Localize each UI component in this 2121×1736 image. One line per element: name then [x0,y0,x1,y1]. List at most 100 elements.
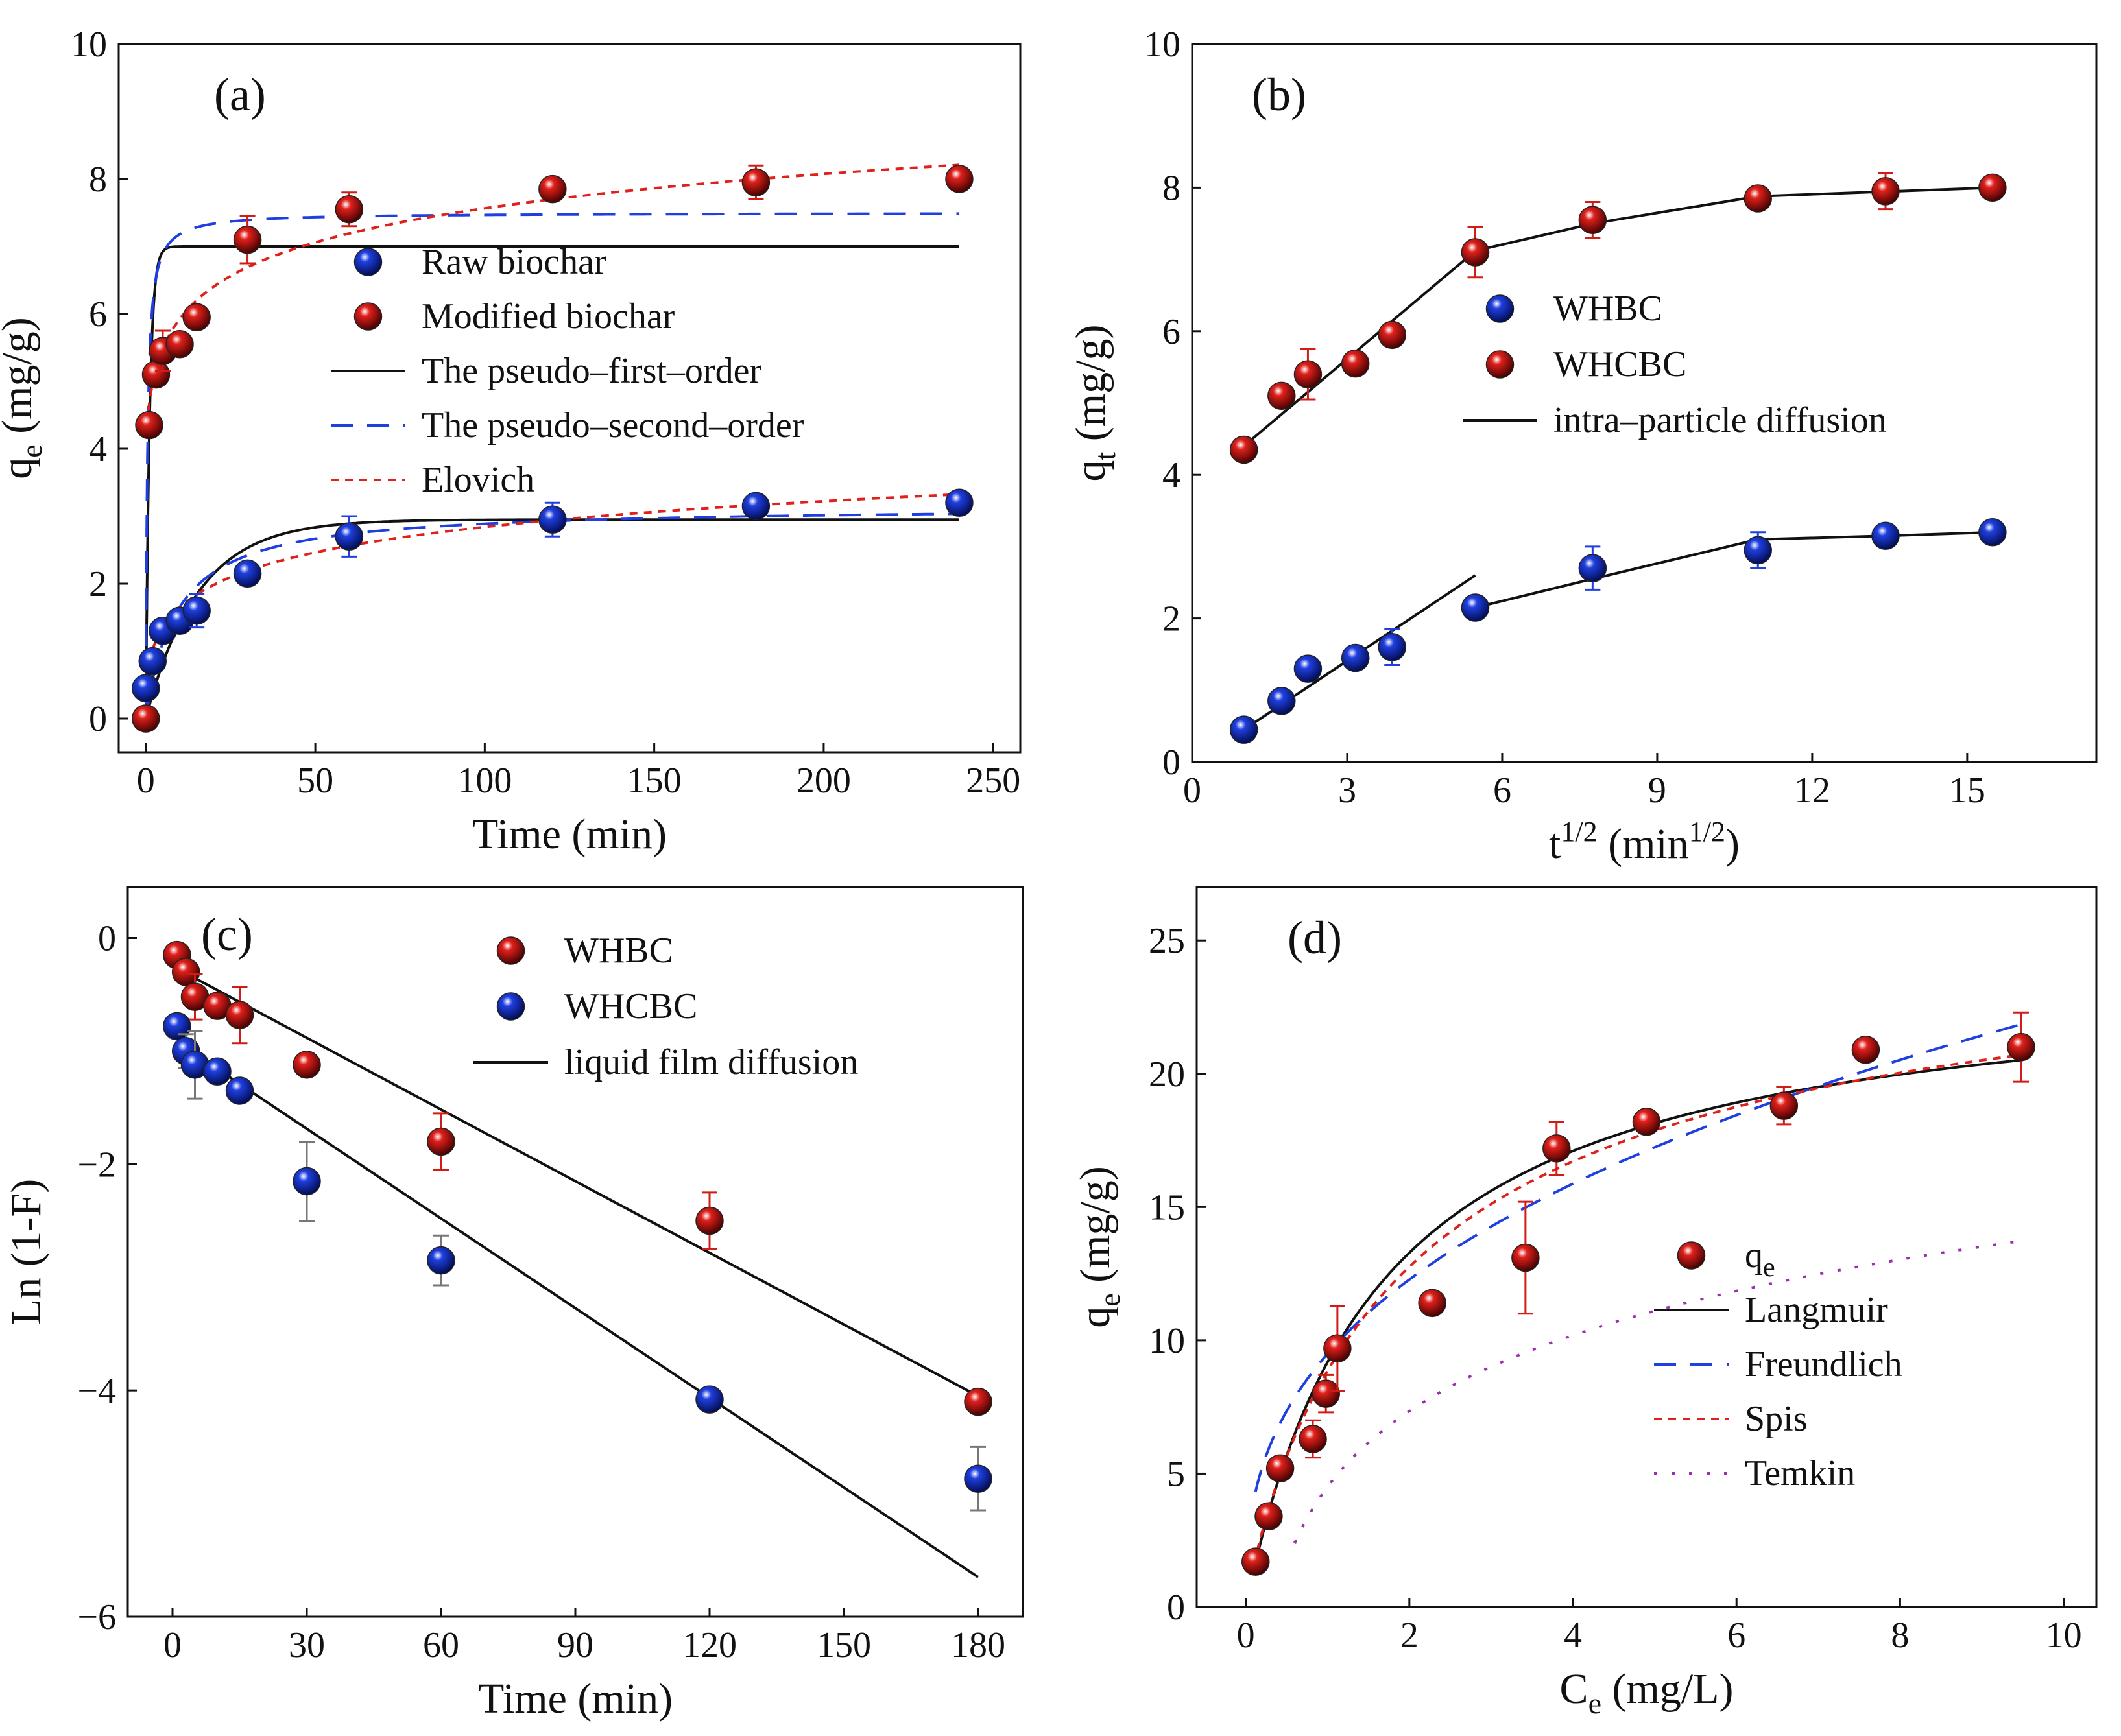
legend-label-main: Spis [1745,1399,1808,1439]
x-tick-label: 250 [966,761,1020,801]
data-point [1299,1425,1327,1453]
data-point [538,174,567,204]
data-point [1378,633,1407,661]
data-point [132,704,160,733]
legend-label-main: WHBC [1553,289,1662,329]
y-axis-title-sub: e [1093,1293,1126,1306]
y-axis-title: qt (mg/g) [1067,325,1121,482]
x-axis-title-tail: ) [1725,820,1740,868]
x-tick-label: 8 [1891,1615,1909,1656]
x-tick-label: 150 [817,1625,871,1665]
data-point [171,958,200,986]
legend-label: The pseudo–second–order [422,405,804,446]
y-tick-label: 25 [1149,921,1185,961]
data-point [225,1001,254,1029]
data-point [1851,1036,1880,1064]
y-axis-title-main: q [1072,1307,1119,1328]
data-point [695,1385,724,1414]
legend-label-sub: e [1763,1253,1775,1283]
legend-label-main: Langmuir [1745,1290,1888,1330]
data-point [427,1246,455,1275]
legend-marker [1485,294,1515,323]
x-tick-label: 100 [457,761,512,801]
x-axis-title-main: C [1560,1665,1588,1713]
x-axis-title: Time (min) [472,811,667,858]
legend-label: The pseudo–first–order [422,351,761,391]
x-axis-title: Time (min) [478,1675,673,1722]
y-tick-label: 20 [1149,1054,1185,1095]
y-tick-label: −4 [77,1371,116,1411]
x-tick-label: 0 [1183,770,1201,811]
y-tick-label: 0 [89,699,107,739]
y-tick-label: −2 [77,1145,116,1185]
data-point [138,647,167,676]
legend-label-main: The pseudo–first–order [422,351,761,391]
x-tick-label: 120 [682,1625,737,1665]
legend: qe Langmuir Freundlich Spis Temkin [1654,1235,1902,1493]
legend-label: Langmuir [1745,1290,1888,1330]
plot-frame [117,43,1022,754]
curve-temkin [1293,1240,2019,1544]
y-axis-title-main: q [1067,460,1114,481]
y-tick-label: 4 [89,429,107,470]
panel-label: (c) [201,909,253,960]
data-point [945,488,974,517]
x-tick-label: 9 [1648,770,1666,811]
data-point [203,1057,232,1086]
curve-pso [144,212,959,719]
plot-area [163,940,992,1578]
x-axis-title-main: t [1549,820,1561,868]
x-tick-label: 180 [951,1625,1005,1665]
panel-label: (a) [214,69,266,121]
x-tick-label: 0 [1237,1615,1255,1656]
data-point [1461,238,1490,267]
x-tick-label: 4 [1564,1615,1582,1656]
x-tick-label: 10 [2046,1615,2082,1656]
data-point [1542,1134,1571,1163]
legend-label: qe [1745,1235,1775,1283]
x-axis-title-sup: 1/2 [1689,816,1725,848]
legend-label: Freundlich [1745,1344,1902,1385]
y-axis-title: qe (mg/g) [1072,1166,1126,1328]
x-tick-label: 0 [163,1625,182,1665]
legend-label: Spis [1745,1399,1808,1439]
data-point [225,1076,254,1105]
legend-label-main: liquid film diffusion [564,1042,858,1082]
data-point [2007,1032,2035,1062]
x-axis-title-tail: (mg/L) [1601,1665,1733,1713]
data-point [1254,1502,1283,1530]
data-point [1578,554,1607,582]
x-tick-label: 50 [297,761,333,801]
x-axis-title-mid: (min [1598,820,1689,868]
data-point [1461,593,1490,622]
legend-label: Temkin [1745,1453,1855,1493]
y-axis-title: qe (mg/g) [0,317,48,479]
legend-label: WHCBC [564,986,697,1027]
y-tick-label: −6 [77,1597,116,1637]
legend: Raw biochar Modified biochar The pseudo–fi… [331,242,804,500]
data-point [1744,184,1772,213]
data-point [1267,381,1296,410]
legend-label-main: WHCBC [1553,344,1686,385]
data-point [135,410,163,440]
legend-label-main: The pseudo–second–order [422,405,804,446]
data-point [695,1206,724,1235]
legend-marker [496,936,525,965]
data-point [1265,1454,1295,1482]
data-point [165,330,194,359]
data-point [945,165,974,193]
data-point [163,1012,191,1041]
y-tick-label: 8 [1162,168,1180,208]
curve-pfo [144,245,959,719]
data-point [1978,173,2007,202]
data-point [335,195,364,224]
legend: WHBC WHCBC intra–particle diffusion [1463,289,1887,440]
legend-label: Elovich [422,460,534,500]
legend-marker [1485,350,1515,379]
legend-label-main: Temkin [1745,1453,1855,1493]
data-point [964,1464,992,1493]
legend-label: intra–particle diffusion [1553,400,1887,440]
y-axis-title-main: q [0,458,41,479]
legend-label: Raw biochar [422,242,606,282]
